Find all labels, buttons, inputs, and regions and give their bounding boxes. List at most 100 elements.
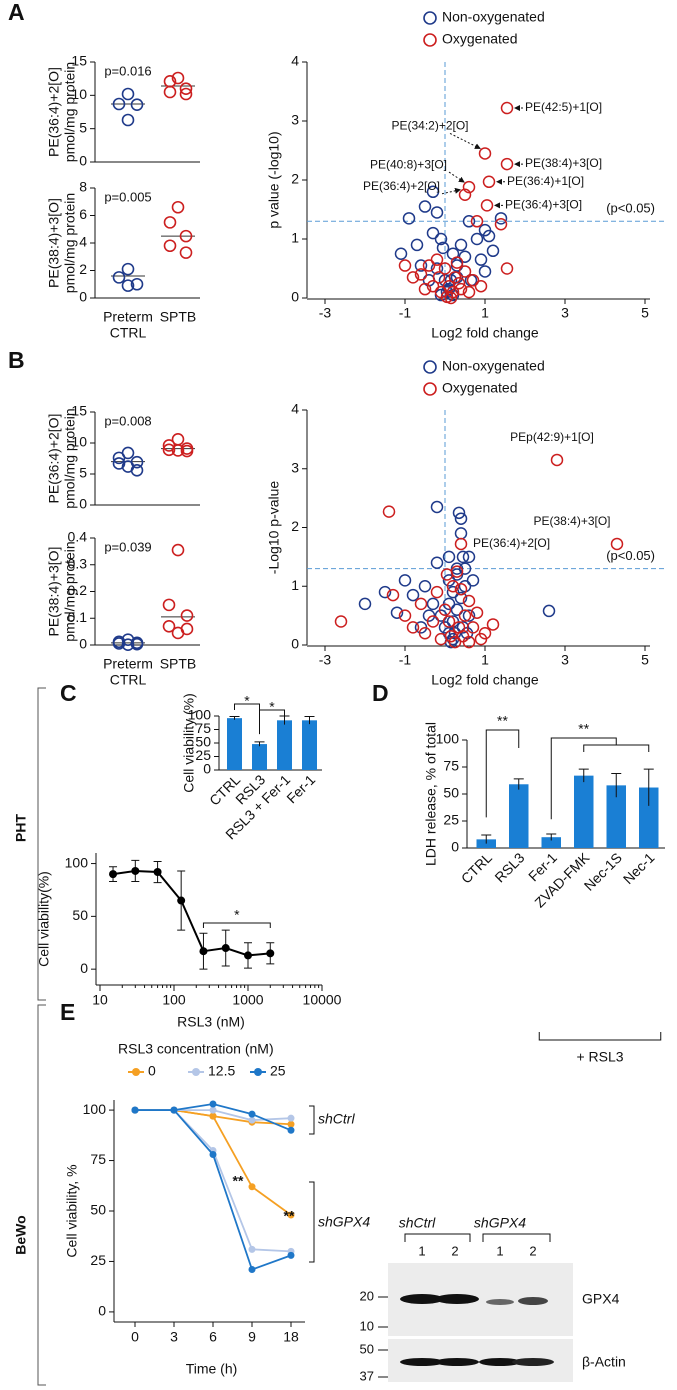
- y-tick-label: 1: [291, 577, 299, 593]
- data-point: [121, 113, 135, 127]
- data-point: [470, 232, 484, 246]
- y-tick-label: 75: [195, 720, 211, 736]
- data-point: [446, 585, 460, 599]
- x-tick-label: SPTB: [160, 656, 197, 672]
- data-point: [458, 562, 472, 575]
- x-tick-label: 1000: [232, 992, 263, 1008]
- data-point: [179, 82, 193, 95]
- data-point: [458, 609, 472, 622]
- legend-marker: [192, 1068, 200, 1076]
- error-bar: [578, 768, 589, 783]
- data-point: [482, 175, 496, 189]
- data-point: [470, 606, 484, 619]
- y-tick-label: 100: [83, 1101, 107, 1117]
- marker-tick: [378, 1296, 388, 1378]
- data-point: [466, 274, 480, 287]
- lane-label: 1: [418, 1243, 425, 1258]
- data-point: [426, 597, 440, 611]
- x-tick-label: 1: [481, 305, 489, 321]
- data-point: [474, 279, 488, 293]
- panel-label: D: [372, 680, 389, 706]
- blot-band: [400, 1294, 444, 1304]
- data-point: [470, 215, 484, 228]
- data-point: [454, 238, 468, 252]
- data-point: [209, 1112, 217, 1120]
- side-label: PHT: [13, 814, 29, 842]
- y-tick-label: 75: [90, 1151, 106, 1167]
- data-point: [179, 229, 193, 243]
- y-tick-label: 4: [291, 53, 299, 69]
- bar: [277, 720, 292, 770]
- x-tick-label: 10: [92, 992, 108, 1008]
- y-tick-label: 4: [79, 234, 87, 250]
- data-point: [162, 619, 176, 633]
- data-point: [444, 274, 458, 287]
- label-arrow: [449, 133, 481, 149]
- y-tick-label: 0.2: [68, 582, 88, 598]
- y-axis-label: p value (-log10): [266, 131, 282, 228]
- x-tick-label: 9: [248, 1329, 256, 1345]
- side-bracket: [37, 687, 46, 1001]
- data-point: [121, 87, 135, 101]
- data-point: [610, 537, 624, 551]
- x-tick-label: 1: [481, 652, 489, 668]
- data-point: [162, 443, 176, 457]
- data-point: [287, 1114, 295, 1122]
- y-tick-label: 4: [291, 401, 299, 417]
- data-point: [163, 85, 177, 99]
- data-point: [430, 556, 444, 569]
- blot-band: [435, 1294, 479, 1304]
- significance: **: [578, 721, 589, 737]
- data-point: [426, 185, 440, 199]
- error-bar: [254, 741, 265, 747]
- data-point: [430, 585, 444, 599]
- data-point: [454, 582, 468, 596]
- x-tick-label: -3: [319, 305, 332, 321]
- y-tick-label: 15: [71, 53, 87, 69]
- p-value: p=0.005: [104, 189, 151, 204]
- data-point: [434, 232, 448, 246]
- blot-group: shCtrl: [399, 1215, 436, 1231]
- y-axis-label: -Log10 p-value: [266, 481, 282, 575]
- y-axis-label: Cell viability (%): [181, 693, 197, 793]
- data-point: [432, 271, 446, 284]
- legend-marker: [423, 360, 437, 374]
- label-arrow: [448, 171, 465, 183]
- data-point: [121, 638, 135, 652]
- data-point: [180, 609, 194, 622]
- data-point: [500, 262, 514, 275]
- legend-label: Oxygenated: [442, 31, 518, 47]
- data-point: [430, 500, 444, 514]
- western-blot: shCtrl shGPX4 1 2 1 2 20 10 50 37 GPX4 β…: [360, 1215, 626, 1384]
- y-tick-label: 0: [79, 153, 87, 169]
- x-tick-label: 5: [641, 305, 649, 321]
- bar: [574, 775, 594, 848]
- legend-label: Non-oxygenated: [442, 9, 545, 25]
- data-point: [163, 216, 177, 229]
- point-label: PE(36:4)+2[O]: [363, 179, 440, 193]
- x-tick-label: Preterm: [103, 309, 153, 325]
- bar: [541, 837, 561, 848]
- y-tick-label: 25: [195, 747, 211, 763]
- data-point: [462, 285, 476, 299]
- data-point: [390, 606, 404, 619]
- bar: [252, 744, 267, 770]
- data-point: [486, 244, 500, 258]
- group-bracket: [309, 1181, 315, 1263]
- x-tick-label: 3: [561, 652, 569, 668]
- y-axis-label: pmol/mg protein: [62, 408, 78, 508]
- x-tick-label: -1: [399, 305, 412, 321]
- data-point: [221, 944, 230, 953]
- y-tick-label: 50: [195, 734, 211, 750]
- significance: *: [234, 907, 240, 923]
- data-point: [426, 615, 440, 628]
- side-bracket: [37, 1004, 46, 1386]
- y-tick-label: 2: [291, 171, 299, 187]
- data-point: [430, 262, 444, 275]
- data-point: [466, 574, 480, 587]
- significance-bracket: [259, 709, 285, 731]
- group-label: shCtrl: [318, 1111, 355, 1127]
- threshold-label: (p<0.05): [606, 201, 655, 216]
- data-point: [398, 609, 412, 622]
- data-point: [418, 580, 432, 593]
